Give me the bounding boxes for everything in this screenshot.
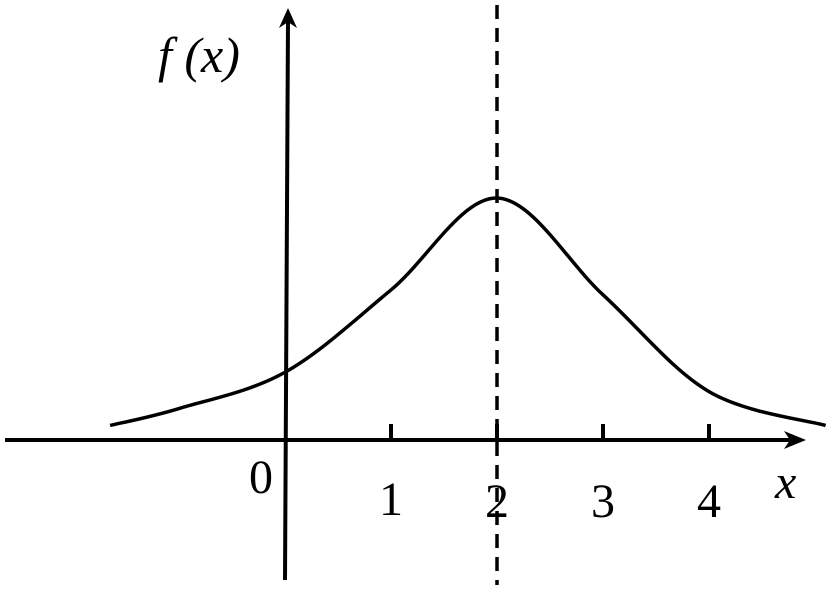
density-curve [109, 196, 827, 428]
y-axis [283, 19, 290, 581]
x-tick-label: 4 [697, 475, 721, 528]
x-axis-arrow-icon [784, 431, 806, 449]
x-tick-label: 3 [591, 475, 615, 528]
y-axis-label: f (x) [158, 27, 240, 83]
origin-label: 0 [249, 451, 273, 504]
x-tick-label: 1 [379, 473, 403, 526]
x-tick-label: 2 [485, 475, 509, 528]
y-axis-arrow-icon [279, 8, 297, 28]
x-axis-label: x [774, 456, 796, 509]
